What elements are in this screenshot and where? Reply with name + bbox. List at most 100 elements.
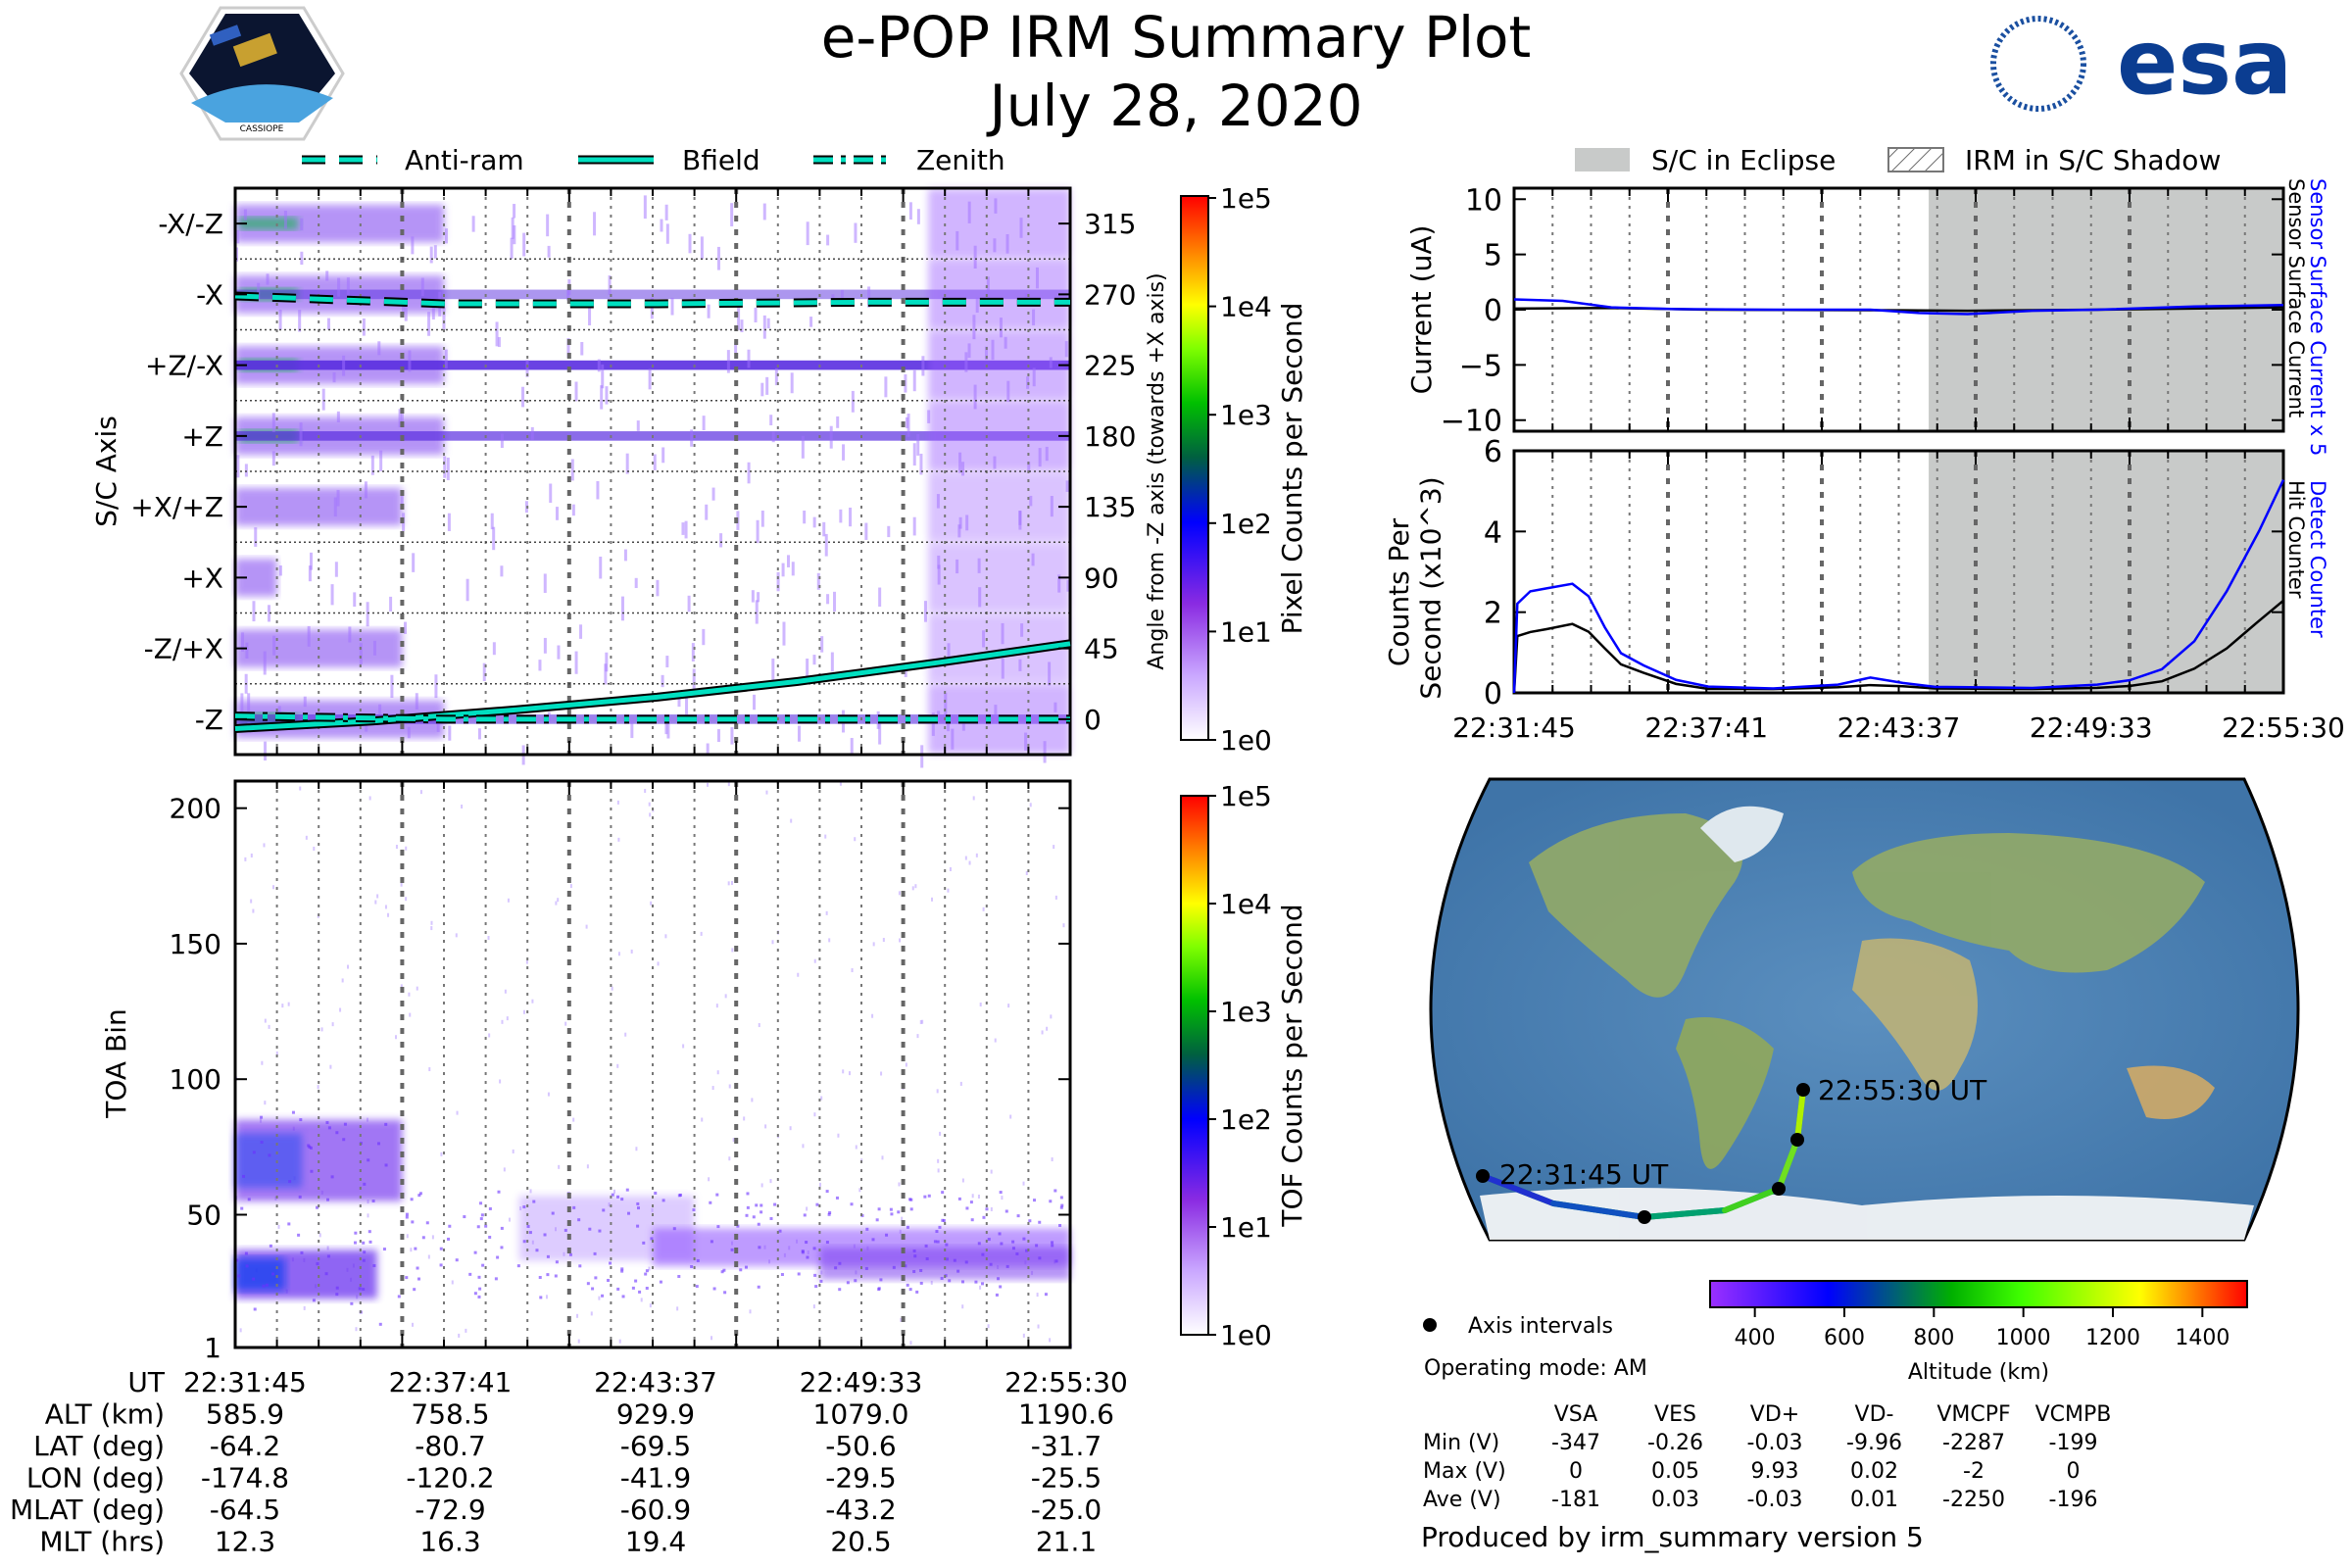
tof-speck <box>1054 1189 1057 1193</box>
y-tick-label: +X/+Z <box>130 491 223 523</box>
spectrogram-speck <box>300 218 304 231</box>
spectrogram-speck <box>623 549 627 562</box>
tof-speck <box>325 1120 329 1124</box>
tof-speck <box>468 1272 472 1276</box>
spectrogram-speck <box>263 651 267 675</box>
tof-speck <box>588 1227 592 1231</box>
tof-speck <box>288 1180 292 1184</box>
spectrogram-speck <box>803 510 807 524</box>
tof-speck <box>828 938 831 943</box>
ephemeris-cell: 22:43:37 <box>594 1366 717 1398</box>
tof-speck <box>936 1089 939 1094</box>
spectrogram-speck <box>1035 267 1039 289</box>
tof-speck <box>343 1122 347 1126</box>
spectrogram-speck <box>964 352 968 372</box>
track-segment <box>1480 1173 1556 1206</box>
spectrogram-speck <box>702 628 706 646</box>
spectrogram-speck <box>937 555 941 569</box>
tof-speck <box>339 1007 342 1012</box>
spectrogram-speck <box>402 302 406 315</box>
colorbar-tick-label: 1e1 <box>1220 615 1272 648</box>
tof-speck <box>921 1019 924 1024</box>
tof-speck <box>508 1217 511 1222</box>
voltage-cell: -0.26 <box>1647 1431 1703 1455</box>
tof-speck <box>617 837 620 842</box>
tof-speck <box>1037 1324 1040 1329</box>
tof-speck <box>479 1201 483 1205</box>
tof-speck <box>961 1304 964 1309</box>
spectrogram-speck <box>244 464 248 477</box>
spectrogram-speck <box>1024 732 1028 751</box>
spectrogram-speck <box>490 513 494 530</box>
tof-speck <box>948 1279 952 1283</box>
tof-speck <box>877 1207 881 1211</box>
spectrogram-band <box>928 401 1070 471</box>
spectrogram-speck <box>407 726 411 739</box>
tof-speck <box>682 1044 685 1049</box>
spectrogram-speck <box>1001 622 1004 645</box>
tof-speck <box>616 800 619 805</box>
tof-speck <box>618 1339 621 1344</box>
tof-speck <box>997 1277 1001 1281</box>
spectrogram-speck <box>252 601 256 622</box>
tof-speck <box>999 1285 1003 1289</box>
tof-speck <box>531 999 534 1004</box>
voltage-header: VMCPF <box>1936 1402 2010 1427</box>
y-tick-label: 1 <box>204 1332 221 1364</box>
spectrogram-speck <box>579 624 583 639</box>
tof-speck <box>503 1167 506 1172</box>
tof-speck <box>990 1169 993 1174</box>
x-tick-label: 22:55:30 <box>2222 711 2345 744</box>
spectrogram-speck <box>833 591 837 612</box>
spectrogram-speck <box>236 455 240 478</box>
spectrogram-speck <box>243 209 247 220</box>
tof-speck <box>421 1236 425 1240</box>
spectrogram-speck <box>982 630 986 648</box>
ephemeris-cell: 22:49:33 <box>800 1366 923 1398</box>
tof-speck <box>898 1182 901 1187</box>
ephemeris-cell: 20.5 <box>830 1526 891 1558</box>
tof-speck <box>1054 895 1057 900</box>
voltage-header: VSA <box>1554 1402 1597 1427</box>
tof-speck <box>428 1067 431 1072</box>
tof-speck <box>825 1241 829 1245</box>
series-label-blue: Sensor Surface Current x 5 <box>2306 178 2329 456</box>
track-segment <box>1794 1087 1806 1143</box>
right-y-tick-label: 270 <box>1084 278 1136 311</box>
spectrogram-speck <box>634 577 638 589</box>
pixel-colorbar-label: Pixel Counts per Second <box>1276 303 1308 635</box>
tof-speck <box>312 1298 316 1302</box>
shadow-swatch <box>1887 147 1944 172</box>
spectrogram-speck <box>415 693 418 710</box>
sc-axis-panel: -X/-Z 315 -X 270 +Z/-X 225 +Z 180 +X/+Z 135 +X 90 -Z… <box>90 186 1169 768</box>
tof-speck <box>964 856 967 860</box>
tof-speck <box>367 1200 369 1204</box>
tof-speck <box>376 1142 380 1146</box>
tof-speck <box>912 1249 916 1252</box>
ephemeris-cell: 758.5 <box>411 1398 489 1431</box>
colorbar-tick-label: 1e4 <box>1220 888 1272 920</box>
tof-speck <box>609 1261 612 1265</box>
tof-speck <box>987 1238 991 1242</box>
spectrogram-speck <box>782 621 786 646</box>
tof-speck <box>649 812 652 817</box>
tof-speck <box>650 1237 654 1241</box>
tof-speck <box>456 1110 459 1115</box>
tof-speck <box>850 1202 854 1206</box>
voltage-header: VD+ <box>1750 1402 1799 1427</box>
tof-speck <box>842 1069 845 1074</box>
right-y-tick-label: 0 <box>1084 704 1102 736</box>
tof-speck <box>657 961 660 966</box>
spectrogram-speck <box>398 409 402 427</box>
tof-speck <box>736 1224 740 1228</box>
tof-speck <box>1016 1214 1020 1218</box>
axis-interval-marker <box>1638 1210 1651 1224</box>
tof-speck <box>789 1126 792 1131</box>
tof-speck <box>880 1071 883 1076</box>
x-tick-label: 22:31:45 <box>1452 711 1576 744</box>
spectrogram-speck <box>666 714 670 739</box>
tof-speck <box>728 1156 731 1161</box>
spectrogram-speck <box>662 447 665 464</box>
ephemeris-row-label: LAT (deg) <box>33 1430 165 1462</box>
